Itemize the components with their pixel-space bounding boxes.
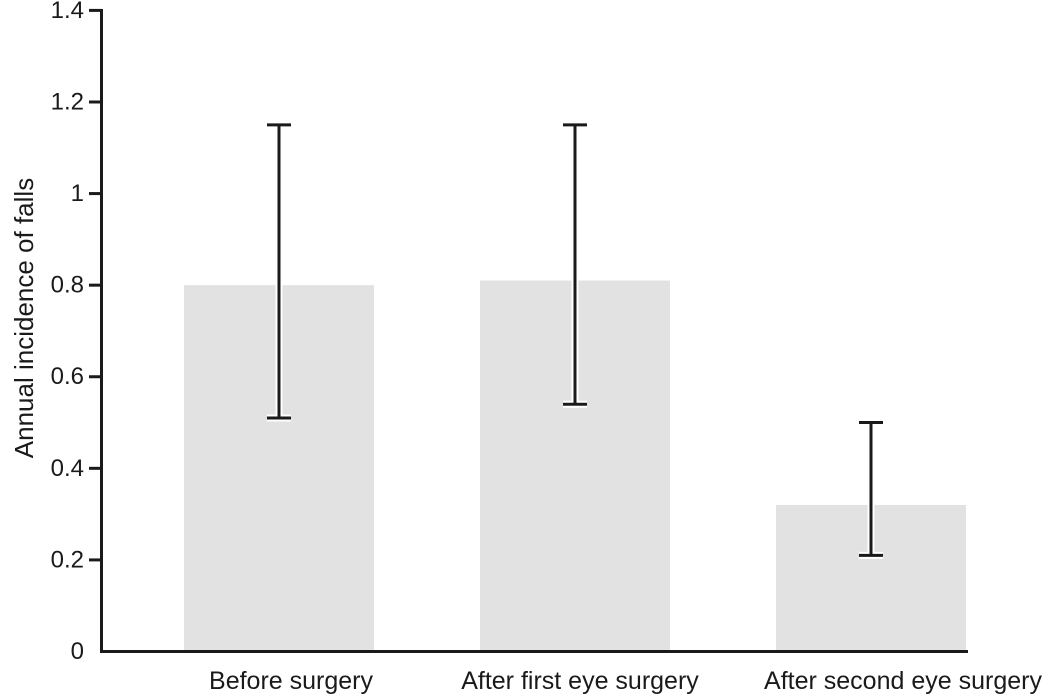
y-tick-label-6: 1.2 [51,88,84,115]
y-tick-label-5: 1 [71,180,84,207]
y-tick-label-0: 0 [71,638,84,665]
y-tick-label-2: 0.4 [51,455,84,482]
y-axis-label: Annual incidence of falls [9,178,39,458]
y-tick-label-3: 0.6 [51,363,84,390]
y-tick-label-1: 0.2 [51,546,84,573]
x-category-label-3: After second eye surgery [764,667,1042,695]
x-category-label-2: After first eye surgery [461,667,699,695]
y-tick-label-7: 1.4 [51,0,84,24]
x-category-label-1: Before surgery [209,667,373,695]
y-tick-label-4: 0.8 [51,272,84,299]
